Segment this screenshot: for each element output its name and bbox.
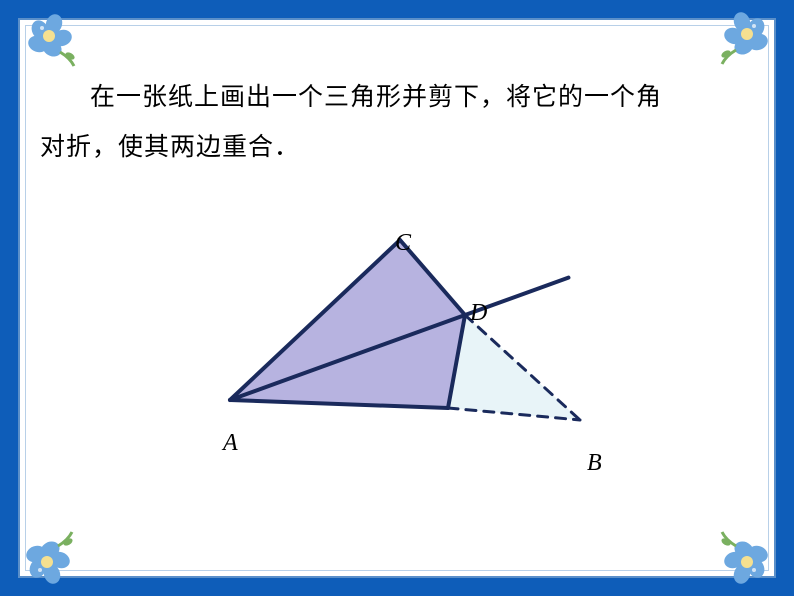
vertex-label-d: D bbox=[470, 300, 487, 327]
flower-bottom-left bbox=[20, 530, 80, 590]
triangle-diagram: A B C D bbox=[0, 200, 794, 480]
vertex-label-c: C bbox=[395, 230, 411, 257]
flower-top-right bbox=[714, 6, 774, 66]
text-line-1: 在一张纸上画出一个三角形并剪下，将它的一个角 bbox=[90, 83, 662, 111]
main-triangle-fill bbox=[230, 240, 465, 408]
text-line-2: 对折，使其两边重合． bbox=[40, 133, 300, 161]
flower-top-left bbox=[22, 8, 82, 68]
instruction-text: 在一张纸上画出一个三角形并剪下，将它的一个角 对折，使其两边重合． bbox=[40, 72, 754, 172]
flower-bottom-right bbox=[714, 530, 774, 590]
vertex-label-b: B bbox=[587, 450, 602, 477]
vertex-label-a: A bbox=[223, 430, 238, 457]
